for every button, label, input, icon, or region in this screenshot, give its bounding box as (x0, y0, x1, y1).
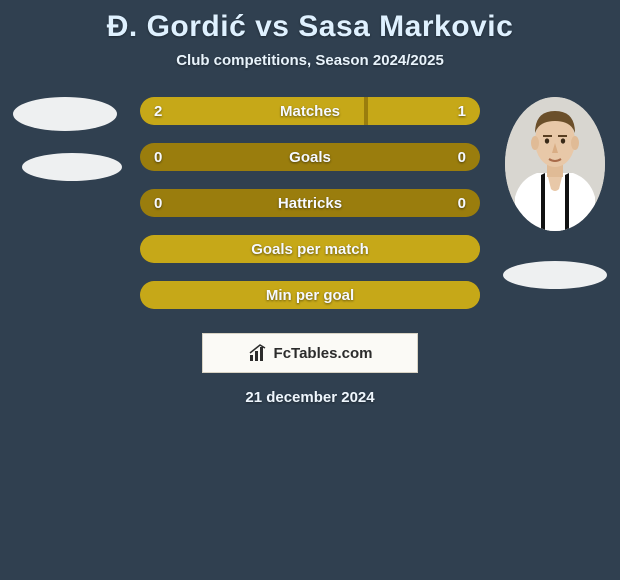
stat-bar-label: Goals (140, 149, 480, 166)
bar-chart-icon (248, 343, 268, 363)
right-player-placeholder (503, 261, 607, 289)
date-text: 21 december 2024 (245, 389, 374, 406)
stat-bar-goals: 0 Goals 0 (140, 143, 480, 171)
player-portrait-icon (505, 97, 605, 231)
stat-bar-left-value: 0 (154, 149, 162, 166)
page-title: Đ. Gordić vs Sasa Markovic (107, 10, 514, 44)
brand-box[interactable]: FcTables.com (202, 333, 418, 373)
stat-bar-fill-left (140, 281, 480, 309)
stat-bar-hattricks: 0 Hattricks 0 (140, 189, 480, 217)
stat-bar-label: Hattricks (140, 195, 480, 212)
brand-text: FcTables.com (274, 345, 373, 362)
stat-bar-right-value: 1 (458, 103, 466, 120)
stat-bar-fill-left (140, 235, 480, 263)
left-player-placeholder-2 (22, 153, 122, 181)
stat-bar-goals-per-match: Goals per match (140, 235, 480, 263)
stat-bar-left-value: 0 (154, 195, 162, 212)
stat-bars: 2 Matches 1 0 Goals 0 0 Hattricks 0 (140, 97, 480, 309)
left-player-col (10, 97, 120, 203)
stat-bar-right-value: 0 (458, 195, 466, 212)
stat-bar-min-per-goal: Min per goal (140, 281, 480, 309)
comparison-card: Đ. Gordić vs Sasa Markovic Club competit… (0, 0, 620, 406)
right-player-col (500, 97, 610, 289)
stat-bar-matches: 2 Matches 1 (140, 97, 480, 125)
right-player-avatar (505, 97, 605, 231)
left-player-placeholder-1 (13, 97, 117, 131)
stat-bar-right-value: 0 (458, 149, 466, 166)
comparison-body: 2 Matches 1 0 Goals 0 0 Hattricks 0 (0, 97, 620, 309)
stat-bar-left-value: 2 (154, 103, 162, 120)
page-subtitle: Club competitions, Season 2024/2025 (176, 52, 444, 69)
stat-bar-fill-left (140, 97, 364, 125)
